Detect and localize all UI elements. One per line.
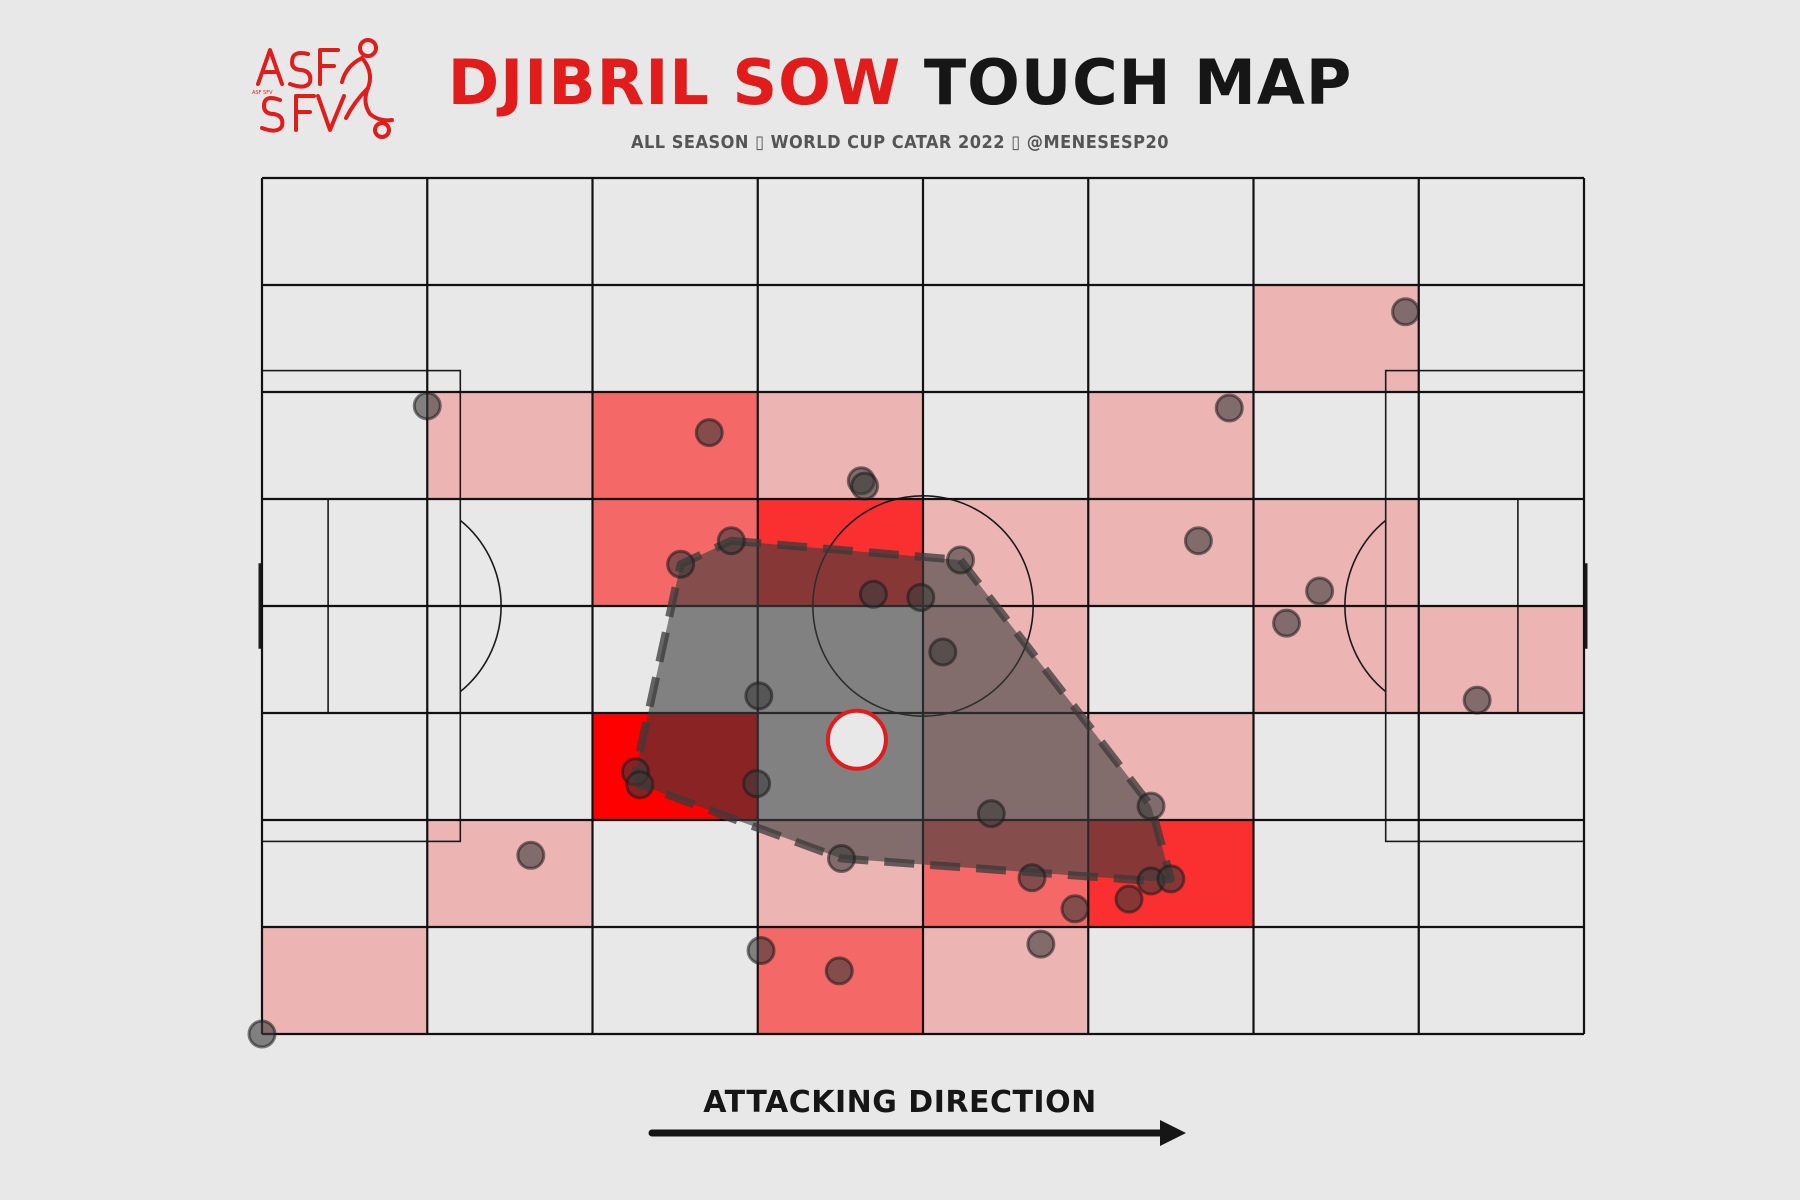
touch-point bbox=[858, 579, 888, 609]
touch-point bbox=[746, 936, 776, 966]
swiss-football-association-logo-icon: ASF SFV bbox=[252, 38, 394, 139]
heatmap-cell bbox=[427, 392, 593, 499]
heatmap-cell bbox=[592, 392, 758, 499]
heatmap-cell bbox=[1088, 499, 1254, 606]
touch-point bbox=[1017, 863, 1047, 893]
page-subtitle: ALL SEASON ▯ WORLD CUP CATAR 2022 ▯ @MEN… bbox=[630, 132, 1170, 153]
touch-point bbox=[1060, 894, 1090, 924]
touch-point bbox=[1183, 526, 1213, 556]
touch-point bbox=[945, 545, 975, 575]
page-title: DJIBRIL SOW TOUCH MAP bbox=[0, 48, 1800, 118]
convex-hull bbox=[631, 536, 1175, 885]
touch-point bbox=[516, 840, 546, 870]
convex-hull-layer bbox=[631, 536, 1175, 885]
touch-point bbox=[976, 799, 1006, 829]
touch-point bbox=[742, 769, 772, 799]
touch-point bbox=[928, 637, 958, 667]
touch-point bbox=[1156, 864, 1186, 894]
touch-point bbox=[1214, 393, 1244, 423]
title-suffix: TOUCH MAP bbox=[923, 46, 1353, 119]
touch-point bbox=[1114, 884, 1144, 914]
heatmap-cell bbox=[757, 392, 923, 499]
touch-point bbox=[1391, 297, 1421, 327]
touch-point bbox=[824, 956, 854, 986]
arrow-right-icon bbox=[648, 1120, 1186, 1146]
touch-point bbox=[1026, 929, 1056, 959]
heatmap-cell bbox=[1253, 499, 1419, 606]
heatmap-cell bbox=[1418, 606, 1584, 713]
heatmap-cell bbox=[262, 927, 428, 1034]
average-position-layer bbox=[825, 708, 888, 771]
average-position-marker bbox=[825, 708, 888, 771]
touch-point bbox=[694, 418, 724, 448]
touch-point bbox=[716, 526, 746, 556]
heatmap-cell bbox=[923, 927, 1089, 1034]
logo-text: ASF SFV bbox=[252, 90, 273, 96]
title-player-name: DJIBRIL SOW bbox=[447, 46, 902, 119]
touch-point bbox=[1462, 685, 1492, 715]
attacking-direction-label: ATTACKING DIRECTION bbox=[703, 1085, 1097, 1120]
heatmap-cell bbox=[1253, 285, 1419, 392]
touch-point bbox=[1272, 608, 1302, 638]
touch-point bbox=[826, 844, 856, 874]
heatmap-cell bbox=[427, 820, 593, 927]
zone-grid bbox=[260, 176, 1586, 1036]
touch-point bbox=[625, 770, 655, 800]
touch-point bbox=[247, 1019, 277, 1049]
touch-point bbox=[1305, 576, 1335, 606]
touch-point bbox=[850, 471, 880, 501]
touch-point bbox=[744, 681, 774, 711]
touch-point bbox=[1136, 791, 1166, 821]
touch-point bbox=[906, 582, 936, 612]
touches-layer bbox=[247, 297, 1492, 1049]
touch-point bbox=[666, 549, 696, 579]
touch-point bbox=[412, 391, 442, 421]
